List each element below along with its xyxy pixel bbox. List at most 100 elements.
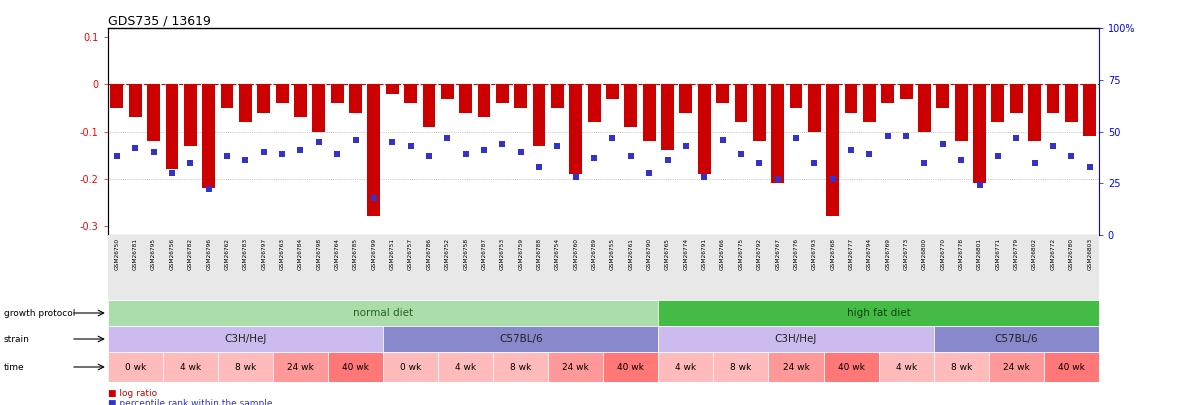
Point: [1080, 164, 1099, 170]
Text: GSM26759: GSM26759: [518, 238, 523, 271]
Bar: [129, 85, 141, 117]
Point: [548, 143, 567, 149]
Text: GSM26787: GSM26787: [481, 238, 486, 271]
Text: GSM26776: GSM26776: [794, 238, 798, 270]
Point: [731, 151, 751, 158]
Point: [364, 194, 383, 201]
Bar: [385, 85, 399, 94]
Bar: [936, 85, 949, 108]
Text: 40 wk: 40 wk: [1058, 362, 1084, 371]
Bar: [1044, 352, 1099, 382]
Point: [181, 159, 200, 166]
Point: [970, 182, 989, 189]
Bar: [989, 352, 1044, 382]
Text: 4 wk: 4 wk: [455, 362, 476, 371]
Bar: [551, 85, 564, 108]
Bar: [934, 352, 989, 382]
Point: [639, 170, 658, 176]
Point: [346, 136, 365, 143]
Point: [621, 153, 640, 160]
Text: GSM26783: GSM26783: [243, 238, 248, 271]
Bar: [1046, 85, 1059, 113]
Bar: [881, 85, 894, 103]
Text: GSM26757: GSM26757: [408, 238, 413, 271]
Bar: [643, 85, 656, 141]
Bar: [257, 85, 271, 113]
Text: GSM26801: GSM26801: [977, 238, 982, 270]
Point: [236, 157, 255, 164]
Bar: [496, 85, 509, 103]
Bar: [863, 85, 876, 122]
Text: GSM26790: GSM26790: [646, 238, 651, 271]
Text: GSM26768: GSM26768: [831, 238, 836, 270]
Text: C57BL/6: C57BL/6: [995, 334, 1038, 344]
Bar: [698, 85, 711, 174]
Text: 40 wk: 40 wk: [618, 362, 644, 371]
Bar: [991, 85, 1004, 122]
Text: high fat diet: high fat diet: [846, 308, 911, 318]
Bar: [658, 300, 1099, 326]
Bar: [771, 85, 784, 183]
Bar: [845, 85, 857, 113]
Point: [126, 145, 145, 151]
Bar: [273, 352, 328, 382]
Text: GSM26791: GSM26791: [701, 238, 706, 270]
Bar: [658, 326, 934, 352]
Text: GSM26750: GSM26750: [115, 238, 120, 271]
Point: [511, 149, 530, 156]
Text: GSM26802: GSM26802: [1032, 238, 1037, 271]
Text: GSM26773: GSM26773: [904, 238, 909, 271]
Bar: [900, 85, 912, 98]
Text: GSM26751: GSM26751: [390, 238, 395, 270]
Point: [144, 149, 163, 156]
Bar: [147, 85, 160, 141]
Bar: [934, 326, 1099, 352]
Text: GSM26753: GSM26753: [500, 238, 505, 271]
Point: [786, 134, 806, 141]
Bar: [768, 352, 824, 382]
Text: GSM26764: GSM26764: [335, 238, 340, 270]
Text: GSM26794: GSM26794: [867, 238, 871, 271]
Text: GSM26761: GSM26761: [628, 238, 633, 270]
Bar: [383, 352, 438, 382]
Text: GSM26803: GSM26803: [1087, 238, 1092, 271]
Bar: [383, 326, 658, 352]
Bar: [716, 85, 729, 103]
Point: [749, 159, 768, 166]
Text: 40 wk: 40 wk: [838, 362, 864, 371]
Bar: [680, 85, 692, 113]
Bar: [606, 85, 619, 98]
Text: 0 wk: 0 wk: [124, 362, 146, 371]
Text: GSM26754: GSM26754: [555, 238, 560, 271]
Bar: [108, 326, 383, 352]
Text: GSM26789: GSM26789: [591, 238, 596, 271]
Text: 24 wk: 24 wk: [287, 362, 314, 371]
Point: [291, 147, 310, 153]
Point: [1007, 134, 1026, 141]
Bar: [879, 352, 934, 382]
Bar: [570, 85, 582, 174]
Bar: [184, 85, 196, 146]
Point: [694, 174, 713, 180]
Bar: [824, 352, 879, 382]
Text: growth protocol: growth protocol: [4, 309, 75, 318]
Point: [493, 141, 512, 147]
Point: [438, 134, 457, 141]
Text: 8 wk: 8 wk: [235, 362, 256, 371]
Bar: [460, 85, 472, 113]
Point: [474, 147, 493, 153]
Bar: [808, 85, 821, 132]
Text: GSM26755: GSM26755: [610, 238, 615, 271]
Bar: [515, 85, 527, 108]
Bar: [588, 85, 601, 122]
Text: GSM26785: GSM26785: [353, 238, 358, 271]
Bar: [294, 85, 306, 117]
Point: [841, 147, 861, 153]
Text: GSM26771: GSM26771: [996, 238, 1001, 270]
Point: [584, 155, 603, 162]
Text: GSM26786: GSM26786: [426, 238, 431, 270]
Text: GSM26772: GSM26772: [1051, 238, 1056, 271]
Text: GSM26770: GSM26770: [941, 238, 946, 271]
Bar: [108, 352, 163, 382]
Point: [915, 159, 934, 166]
